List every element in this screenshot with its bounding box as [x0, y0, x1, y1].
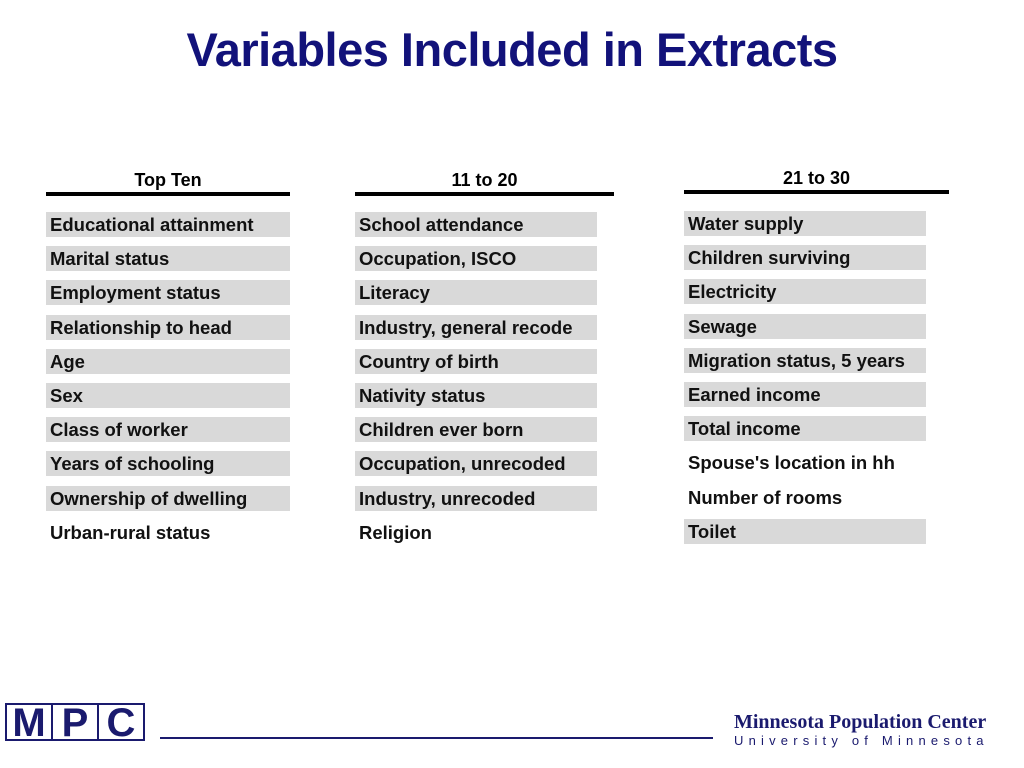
variable-item: Children ever born [355, 417, 597, 443]
variable-item: Ownership of dwelling [46, 485, 290, 511]
variable-list: School attendance Occupation, ISCO Literac… [355, 212, 614, 545]
variable-item: Total income [684, 416, 926, 442]
variable-item: Spouse's location in hh [688, 452, 895, 474]
variable-item: Educational attainment [46, 212, 290, 237]
organization-subtitle: University of Minnesota [734, 733, 989, 748]
variable-item: Sewage [684, 313, 926, 339]
variable-item: Toilet [684, 518, 926, 544]
variable-item: Relationship to head [46, 314, 290, 340]
column-header: 21 to 30 [684, 166, 949, 194]
variable-item: Occupation, ISCO [355, 246, 597, 272]
variable-item: Electricity [684, 279, 926, 305]
variable-item: Sex [46, 382, 290, 408]
variable-list: Educational attainment Marital status Empl… [46, 212, 290, 545]
variable-item: Urban-rural status [50, 521, 211, 543]
variable-item: Occupation, unrecoded [355, 451, 597, 477]
mpc-logo: M P C [5, 703, 145, 741]
footer-organization: Minnesota Population Center University o… [734, 711, 1018, 749]
variable-item: Children surviving [684, 245, 926, 271]
variable-item: Migration status, 5 years [684, 347, 926, 373]
variable-item: School attendance [355, 212, 597, 237]
variable-list: Water supply Children surviving Electricit… [684, 211, 949, 544]
slide-title: Variables Included in Extracts [186, 23, 838, 76]
organization-name: Minnesota Population Center [734, 711, 987, 733]
column-11-to-20: 11 to 20 School attendance Occupation, IS… [355, 168, 614, 554]
column-header: Top Ten [46, 168, 290, 196]
column-header: 11 to 20 [355, 168, 614, 196]
footer-divider [160, 737, 713, 739]
variable-item: Literacy [355, 280, 597, 306]
logo-letter: C [106, 705, 136, 739]
variable-item: Marital status [46, 246, 290, 272]
variable-item: Nativity status [355, 382, 597, 408]
variable-item: Country of birth [355, 348, 597, 374]
variable-item: Industry, unrecoded [355, 485, 597, 511]
variable-item: Number of rooms [688, 486, 843, 508]
logo-letter: P [53, 705, 99, 739]
variable-item: Water supply [684, 211, 926, 236]
logo-letter: M [7, 705, 53, 739]
column-top-ten: Top Ten Educational attainment Marital st… [46, 168, 290, 554]
variable-item: Class of worker [46, 417, 290, 443]
variable-item: Earned income [684, 381, 926, 407]
variable-item: Employment status [46, 280, 290, 306]
variable-item: Religion [359, 521, 432, 543]
variable-item: Industry, general recode [355, 314, 597, 340]
column-21-to-30: 21 to 30 Water supply Children surviving E… [684, 166, 949, 553]
variable-item: Age [46, 348, 290, 374]
variable-item: Years of schooling [46, 451, 290, 477]
